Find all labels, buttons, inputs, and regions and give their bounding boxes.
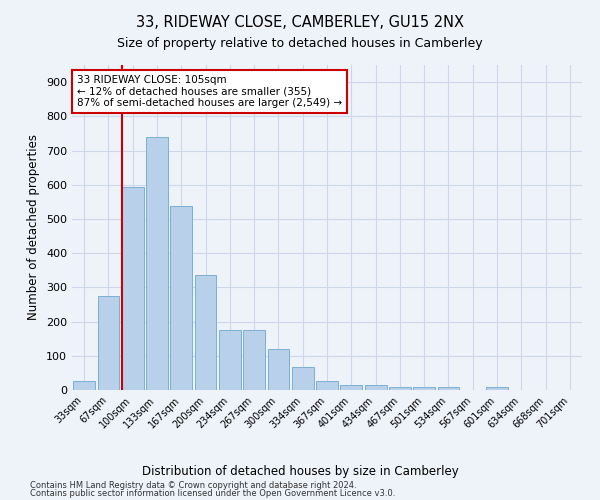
Bar xyxy=(486,386,508,390)
Text: Distribution of detached houses by size in Camberley: Distribution of detached houses by size … xyxy=(142,465,458,478)
Bar xyxy=(437,386,460,390)
Bar xyxy=(243,330,265,390)
Bar xyxy=(268,349,289,390)
Bar xyxy=(413,386,435,390)
Bar xyxy=(365,385,386,390)
Text: Contains HM Land Registry data © Crown copyright and database right 2024.: Contains HM Land Registry data © Crown c… xyxy=(30,480,356,490)
Text: 33 RIDEWAY CLOSE: 105sqm
← 12% of detached houses are smaller (355)
87% of semi-: 33 RIDEWAY CLOSE: 105sqm ← 12% of detach… xyxy=(77,74,342,108)
Bar xyxy=(122,187,143,390)
Bar xyxy=(97,296,119,390)
Bar xyxy=(316,382,338,390)
Text: 33, RIDEWAY CLOSE, CAMBERLEY, GU15 2NX: 33, RIDEWAY CLOSE, CAMBERLEY, GU15 2NX xyxy=(136,15,464,30)
Y-axis label: Number of detached properties: Number of detached properties xyxy=(28,134,40,320)
Bar xyxy=(389,386,411,390)
Bar xyxy=(73,381,95,390)
Text: Size of property relative to detached houses in Camberley: Size of property relative to detached ho… xyxy=(117,38,483,51)
Bar xyxy=(194,276,217,390)
Text: Contains public sector information licensed under the Open Government Licence v3: Contains public sector information licen… xyxy=(30,489,395,498)
Bar xyxy=(146,137,168,390)
Bar xyxy=(219,330,241,390)
Bar xyxy=(170,206,192,390)
Bar xyxy=(292,366,314,390)
Bar xyxy=(340,385,362,390)
